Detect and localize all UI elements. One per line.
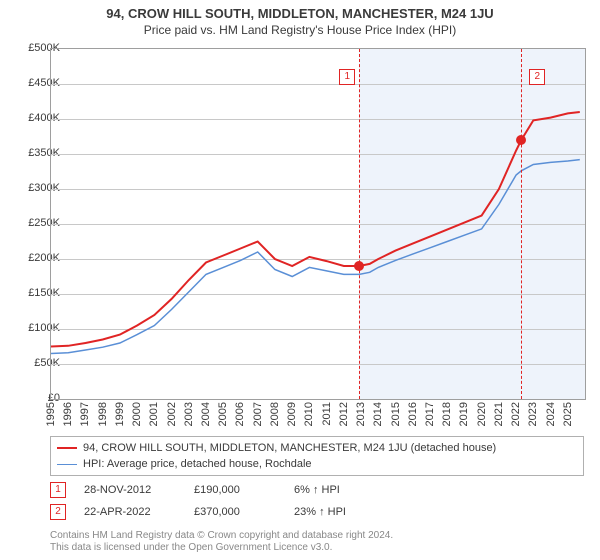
sale-vertical-marker — [521, 49, 522, 399]
legend: 94, CROW HILL SOUTH, MIDDLETON, MANCHEST… — [50, 436, 584, 476]
sale-marker-2-icon: 2 — [50, 504, 66, 520]
sale-marker-box-icon: 2 — [529, 69, 545, 85]
sale-1-date: 28-NOV-2012 — [84, 484, 194, 496]
x-axis-label: 2005 — [217, 402, 229, 426]
x-axis-label: 2009 — [286, 402, 298, 426]
x-axis-label: 2019 — [458, 402, 470, 426]
legend-swatch-hpi — [57, 464, 77, 465]
x-axis-label: 2014 — [372, 402, 384, 426]
sale-marker-1-icon: 1 — [50, 482, 66, 498]
chart-subtitle: Price paid vs. HM Land Registry's House … — [0, 21, 600, 41]
legend-label-hpi: HPI: Average price, detached house, Roch… — [83, 456, 312, 472]
series-line-subject — [51, 112, 580, 347]
legend-swatch-subject — [57, 447, 77, 449]
sale-2-price: £370,000 — [194, 506, 294, 518]
x-axis-label: 1998 — [97, 402, 109, 426]
x-axis-label: 2001 — [148, 402, 160, 426]
sale-2-delta: 23% ↑ HPI — [294, 506, 346, 518]
series-line-hpi — [51, 160, 580, 354]
x-axis-label: 1999 — [114, 402, 126, 426]
x-axis-label: 2020 — [476, 402, 488, 426]
x-axis-label: 2004 — [200, 402, 212, 426]
x-axis-label: 2025 — [562, 402, 574, 426]
x-axis-label: 2008 — [269, 402, 281, 426]
footer-line-1: Contains HM Land Registry data © Crown c… — [50, 530, 584, 542]
x-axis-label: 1995 — [45, 402, 57, 426]
x-axis-label: 2000 — [131, 402, 143, 426]
x-axis-label: 2023 — [527, 402, 539, 426]
sale-row-1: 1 28-NOV-2012 £190,000 6% ↑ HPI — [50, 482, 584, 498]
x-axis-label: 2011 — [321, 402, 333, 426]
sale-point-marker — [516, 135, 526, 145]
line-chart-svg — [51, 49, 585, 399]
sale-row-2: 2 22-APR-2022 £370,000 23% ↑ HPI — [50, 504, 584, 520]
x-axis-label: 2010 — [303, 402, 315, 426]
footer-line-2: This data is licensed under the Open Gov… — [50, 542, 584, 554]
legend-label-subject: 94, CROW HILL SOUTH, MIDDLETON, MANCHEST… — [83, 440, 496, 456]
x-axis-label: 2007 — [252, 402, 264, 426]
plot-area: 12 — [50, 48, 586, 400]
x-axis-label: 1997 — [79, 402, 91, 426]
sale-vertical-marker — [359, 49, 360, 399]
x-axis-label: 2015 — [390, 402, 402, 426]
chart-title: 94, CROW HILL SOUTH, MIDDLETON, MANCHEST… — [0, 0, 600, 21]
x-axis-label: 2017 — [424, 402, 436, 426]
sale-point-marker — [354, 261, 364, 271]
x-axis-label: 2024 — [545, 402, 557, 426]
x-axis-label: 2003 — [183, 402, 195, 426]
footer-attribution: Contains HM Land Registry data © Crown c… — [50, 530, 584, 554]
sale-2-date: 22-APR-2022 — [84, 506, 194, 518]
sale-marker-box-icon: 1 — [339, 69, 355, 85]
x-axis-label: 2002 — [166, 402, 178, 426]
x-axis-label: 2016 — [407, 402, 419, 426]
x-axis-label: 2022 — [510, 402, 522, 426]
x-axis-label: 2006 — [234, 402, 246, 426]
legend-item-hpi: HPI: Average price, detached house, Roch… — [57, 456, 577, 472]
x-axis-label: 2013 — [355, 402, 367, 426]
x-axis-label: 2012 — [338, 402, 350, 426]
legend-item-subject: 94, CROW HILL SOUTH, MIDDLETON, MANCHEST… — [57, 440, 577, 456]
sale-1-delta: 6% ↑ HPI — [294, 484, 340, 496]
sale-1-price: £190,000 — [194, 484, 294, 496]
x-axis-label: 1996 — [62, 402, 74, 426]
x-axis-label: 2018 — [441, 402, 453, 426]
x-axis-label: 2021 — [493, 402, 505, 426]
